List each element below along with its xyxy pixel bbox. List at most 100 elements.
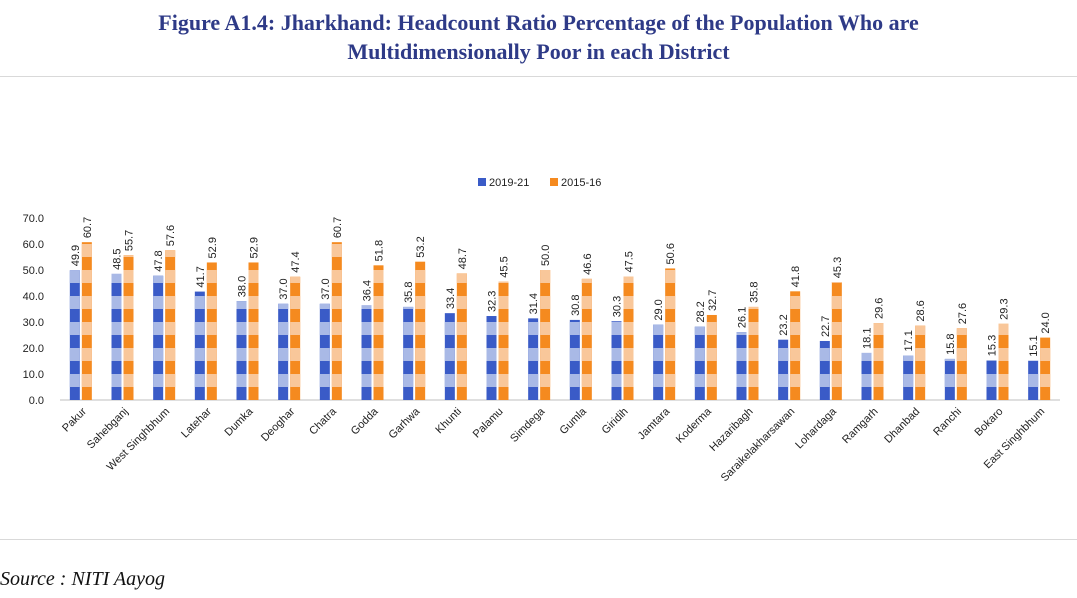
bar-2015-16 — [165, 250, 176, 400]
value-label-2019-21: 15.3 — [987, 335, 999, 356]
x-tick-label: Dhanbad — [882, 406, 922, 446]
legend-label: 2019-21 — [489, 177, 529, 189]
bar-2019-21 — [528, 318, 539, 400]
value-label-2015-16: 27.6 — [957, 303, 969, 324]
x-tick-label: Dumka — [222, 405, 256, 439]
value-label-2019-21: 33.4 — [445, 288, 457, 309]
bar-2015-16 — [665, 268, 676, 400]
bar-2015-16 — [290, 276, 301, 400]
y-tick-label: 20.0 — [23, 343, 44, 355]
legend-swatch — [550, 178, 558, 186]
value-label-2015-16: 41.8 — [790, 266, 802, 287]
value-label-2015-16: 24.0 — [1040, 312, 1052, 333]
x-tick-label: Godda — [349, 405, 381, 437]
value-label-2019-21: 15.1 — [1028, 335, 1040, 356]
x-tick-label: Saraikelakharsawan — [719, 406, 798, 485]
value-label-2019-21: 30.8 — [570, 294, 582, 315]
bar-2015-16 — [123, 255, 134, 400]
legend-label: 2015-16 — [561, 177, 601, 189]
value-label-2019-21: 47.8 — [153, 250, 165, 271]
value-label-2015-16: 47.5 — [624, 251, 636, 272]
x-tick-label: Gumla — [558, 405, 590, 437]
chart-title-line-2: Multidimensionally Poor in each District — [347, 39, 730, 64]
value-label-2019-21: 49.9 — [70, 245, 82, 266]
bar-2015-16 — [373, 265, 384, 400]
bar-2019-21 — [653, 324, 664, 400]
bar-2019-21 — [819, 340, 830, 400]
value-label-2015-16: 48.7 — [457, 248, 469, 269]
value-label-2015-16: 32.7 — [707, 290, 719, 311]
bar-2015-16 — [81, 242, 92, 400]
value-label-2019-21: 38.0 — [237, 276, 249, 297]
y-tick-label: 50.0 — [23, 265, 44, 277]
value-label-2015-16: 52.9 — [249, 237, 261, 258]
bar-2015-16 — [415, 261, 426, 400]
value-label-2015-16: 57.6 — [165, 225, 177, 246]
bar-2019-21 — [736, 332, 747, 400]
bar-2015-16 — [1040, 337, 1051, 400]
bar-2015-16 — [706, 314, 717, 400]
y-axis: 0.0 10.0 20.0 30.0 40.0 50.0 60.0 70.0 — [23, 213, 1060, 407]
value-label-2015-16: 50.0 — [540, 245, 552, 266]
bar-2015-16 — [748, 306, 759, 400]
value-label-2015-16: 53.2 — [415, 236, 427, 257]
value-label-2015-16: 55.7 — [124, 230, 136, 251]
bar-2015-16 — [956, 328, 967, 400]
bar-2015-16 — [498, 281, 509, 400]
bar-2015-16 — [831, 282, 842, 400]
y-tick-label: 70.0 — [23, 213, 44, 225]
x-tick-label: Ramgarh — [840, 406, 880, 446]
chart-title-line-1: Figure A1.4: Jharkhand: Headcount Ratio … — [158, 10, 919, 35]
x-tick-label: Ranchi — [931, 406, 964, 439]
value-label-2015-16: 46.6 — [582, 253, 594, 274]
bar-2015-16 — [998, 323, 1009, 400]
value-label-2019-21: 18.1 — [862, 328, 874, 349]
source-note: Source : NITI Aayog — [0, 568, 165, 590]
x-tick-label: Chatra — [307, 405, 339, 437]
bar-2019-21 — [986, 360, 997, 400]
bar-2019-21 — [611, 321, 622, 400]
x-tick-label: Lohardaga — [793, 405, 839, 451]
value-label-2019-21: 37.0 — [278, 278, 290, 299]
bar-2015-16 — [623, 276, 634, 400]
x-tick-label: Garhwa — [387, 405, 423, 441]
legend: 2019-21 2015-16 — [478, 177, 601, 189]
x-tick-label: Palamu — [471, 406, 506, 441]
value-label-2019-21: 28.2 — [695, 301, 707, 322]
value-label-2019-21: 36.4 — [362, 280, 374, 301]
bar-2019-21 — [278, 303, 289, 400]
bar-2019-21 — [861, 352, 872, 400]
value-label-2015-16: 28.6 — [915, 300, 927, 321]
x-tick-label: Koderma — [674, 405, 715, 446]
bar-2019-21 — [944, 358, 955, 400]
x-tick-label: Latehar — [179, 405, 214, 440]
bar-2015-16 — [206, 262, 217, 400]
value-label-2019-21: 26.1 — [737, 307, 749, 328]
y-tick-label: 30.0 — [23, 317, 44, 329]
bar-2015-16 — [456, 273, 467, 400]
value-label-2015-16: 60.7 — [332, 217, 344, 238]
value-label-2019-21: 48.5 — [112, 248, 124, 269]
value-label-2019-21: 37.0 — [320, 278, 332, 299]
x-tick-label: Giridih — [600, 406, 631, 437]
value-label-2015-16: 50.6 — [665, 243, 677, 264]
value-label-2015-16: 47.4 — [290, 251, 302, 272]
value-label-2019-21: 22.7 — [820, 316, 832, 337]
bar-2019-21 — [69, 270, 80, 400]
bar-2019-21 — [1028, 360, 1039, 400]
chart-title: Figure A1.4: Jharkhand: Headcount Ratio … — [0, 8, 1077, 66]
x-tick-label: Simdega — [508, 405, 548, 445]
bar-2019-21 — [236, 301, 247, 400]
bar-2015-16 — [540, 270, 551, 400]
bar-2019-21 — [319, 303, 330, 400]
bar-2019-21 — [153, 275, 164, 400]
value-label-2019-21: 31.4 — [528, 293, 540, 314]
value-label-2015-16: 51.8 — [374, 240, 386, 261]
y-tick-label: 60.0 — [23, 239, 44, 251]
value-label-2019-21: 35.8 — [403, 281, 415, 302]
bar-series-group — [69, 242, 1051, 400]
bar-2015-16 — [873, 323, 884, 400]
footer — [0, 540, 1077, 598]
value-label-2019-21: 29.0 — [653, 299, 665, 320]
